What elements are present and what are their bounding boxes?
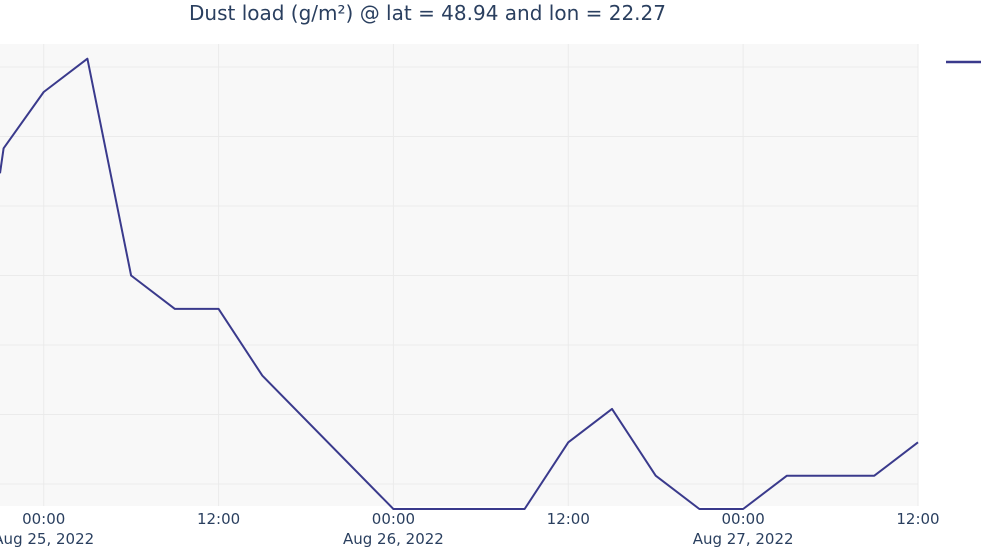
x-tick-date-label: Aug 27, 2022: [693, 530, 794, 548]
x-axis-ticks: 00:00 Aug 25, 2022 12:00 00:00 Aug 26, 2022 1…: [0, 510, 940, 548]
x-tick-label: 12:00: [547, 510, 590, 528]
x-tick-date-label: Aug 25, 2022: [0, 530, 94, 548]
series-layer: [0, 57, 919, 510]
x-tick-label: 12:00: [197, 510, 240, 528]
x-tick-label: 00:00: [22, 510, 65, 528]
x-tick-date-label: Aug 26, 2022: [343, 530, 444, 548]
series-line[interactable]: [0, 57, 919, 510]
x-tick-label: 00:00: [372, 510, 415, 528]
chart-title: Dust load (g/m²) @ lat = 48.94 and lon =…: [189, 1, 666, 25]
gridlines: [0, 44, 919, 506]
x-tick-label: 00:00: [722, 510, 765, 528]
x-tick-label: 12:00: [896, 510, 939, 528]
